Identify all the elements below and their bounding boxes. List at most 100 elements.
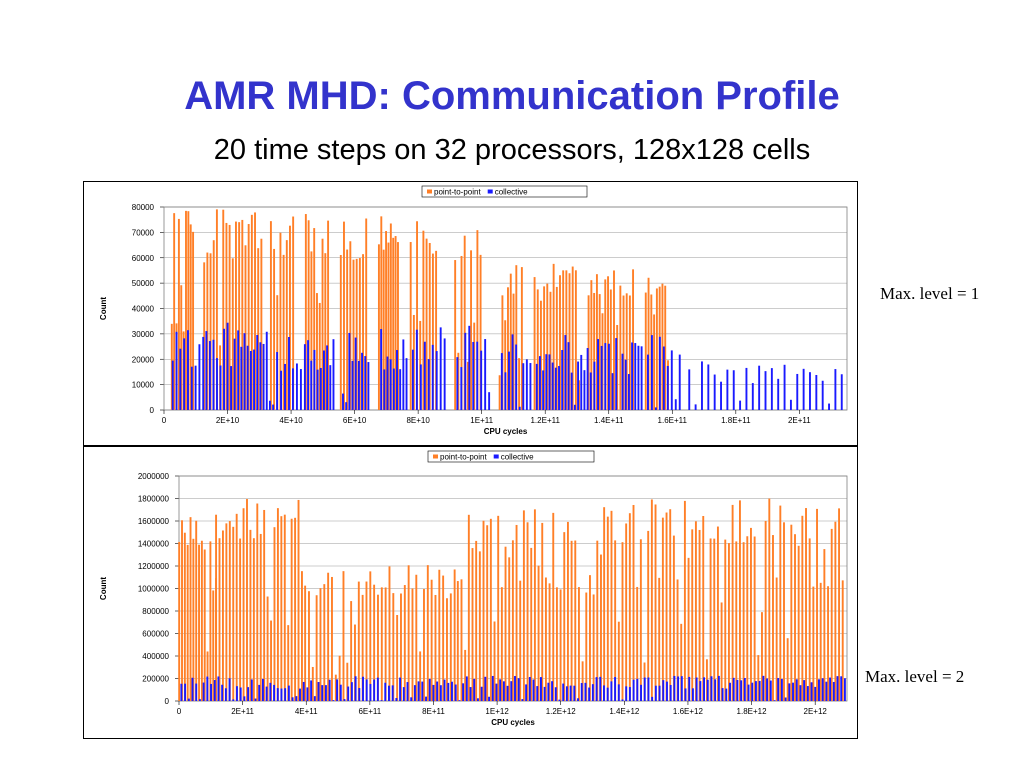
bar-point-to-point [206, 651, 209, 701]
bar-point-to-point [203, 549, 206, 701]
bar-point-to-point [177, 218, 180, 410]
bar-collective [495, 683, 498, 701]
bar-point-to-point [313, 228, 316, 410]
bar-point-to-point [209, 253, 212, 410]
bar-collective [223, 328, 225, 410]
bar-collective [650, 335, 653, 410]
bar-collective [299, 688, 301, 701]
bar-collective [595, 677, 598, 701]
bar-point-to-point [680, 623, 683, 701]
bar-collective [691, 688, 694, 701]
bar-collective [276, 352, 279, 410]
bar-point-to-point [518, 358, 521, 410]
bar-collective [521, 699, 524, 701]
x-axis-label: CPU cycles [484, 427, 528, 436]
bar-point-to-point [384, 587, 387, 701]
bar-collective [254, 698, 257, 701]
x-tick-label: 0 [177, 707, 182, 716]
bar-collective [291, 697, 294, 701]
bar-collective [732, 677, 735, 701]
bar-collective [348, 332, 351, 410]
bar-collective [284, 363, 286, 410]
bar-collective [250, 679, 253, 701]
y-tick-label: 60000 [132, 254, 155, 263]
x-tick-label: 1E+11 [470, 416, 493, 425]
bar-point-to-point [257, 248, 260, 410]
bar-collective [295, 696, 298, 701]
bar-point-to-point [610, 510, 613, 701]
legend: point-to-point collective [421, 185, 588, 198]
bar-point-to-point [507, 287, 509, 410]
bar-collective [788, 683, 791, 701]
bar-collective [603, 685, 605, 701]
y-axis-label: Count [99, 577, 108, 600]
bar-point-to-point [709, 538, 712, 701]
bar-point-to-point [727, 543, 730, 701]
x-tick-label: 1.6E+11 [658, 416, 688, 425]
bar-collective [739, 400, 742, 410]
bar-point-to-point [308, 591, 310, 701]
bar-collective [792, 682, 794, 701]
bar-point-to-point [764, 520, 767, 701]
bar-collective [654, 407, 657, 410]
bar-point-to-point [250, 214, 253, 410]
bar-collective [542, 370, 545, 410]
bar-point-to-point [783, 522, 785, 701]
bar-collective [508, 351, 510, 410]
bar-point-to-point [409, 242, 412, 410]
bar-point-to-point [812, 586, 815, 701]
bar-point-to-point [794, 534, 796, 701]
y-tick-label: 1800000 [138, 495, 170, 504]
bar-point-to-point [365, 218, 368, 410]
bar-point-to-point [273, 248, 276, 410]
bar-collective [562, 683, 565, 701]
bar-point-to-point [280, 516, 283, 701]
bar-point-to-point [327, 220, 330, 410]
bar-collective [539, 677, 542, 701]
bar-point-to-point [185, 210, 187, 410]
bar-collective [499, 679, 502, 701]
bar-collective [821, 380, 824, 410]
bar-collective [339, 684, 342, 701]
bar-collective [423, 341, 426, 410]
bar-collective [462, 683, 465, 701]
bar-point-to-point [318, 302, 321, 410]
bar-point-to-point [548, 583, 551, 701]
bar-collective [276, 688, 279, 701]
bar-point-to-point [590, 280, 593, 410]
bar-collective [713, 374, 716, 410]
bar-point-to-point [225, 523, 228, 701]
bar-point-to-point [672, 535, 675, 701]
bar-collective [604, 343, 607, 410]
bar-point-to-point [189, 224, 192, 410]
bar-collective [313, 349, 316, 410]
bar-point-to-point [438, 569, 441, 701]
bar-collective [799, 685, 802, 701]
bar-point-to-point [489, 518, 492, 701]
bar-collective [551, 362, 554, 410]
bar-collective [184, 683, 187, 701]
bar-collective [284, 688, 287, 701]
bar-point-to-point [578, 380, 581, 410]
bar-point-to-point [269, 221, 272, 410]
bar-point-to-point [512, 293, 515, 410]
bar-collective [410, 697, 413, 701]
bar-collective [224, 688, 227, 701]
bar-collective [758, 365, 761, 410]
bar-point-to-point [453, 569, 456, 701]
bar-collective [740, 680, 743, 701]
bar-collective [669, 684, 672, 701]
bar-point-to-point [357, 581, 360, 701]
bar-collective [806, 686, 809, 701]
bar-collective [658, 685, 661, 701]
bar-collective [413, 685, 416, 701]
bar-collective [243, 333, 246, 410]
bar-collective [332, 700, 335, 701]
bar-collective [354, 676, 357, 701]
bar-point-to-point [473, 322, 476, 410]
bar-collective [703, 677, 706, 701]
bar-collective [299, 369, 302, 410]
bar-collective [670, 350, 673, 410]
x-tick-label: 6E+11 [358, 707, 381, 716]
bar-collective [421, 681, 424, 701]
